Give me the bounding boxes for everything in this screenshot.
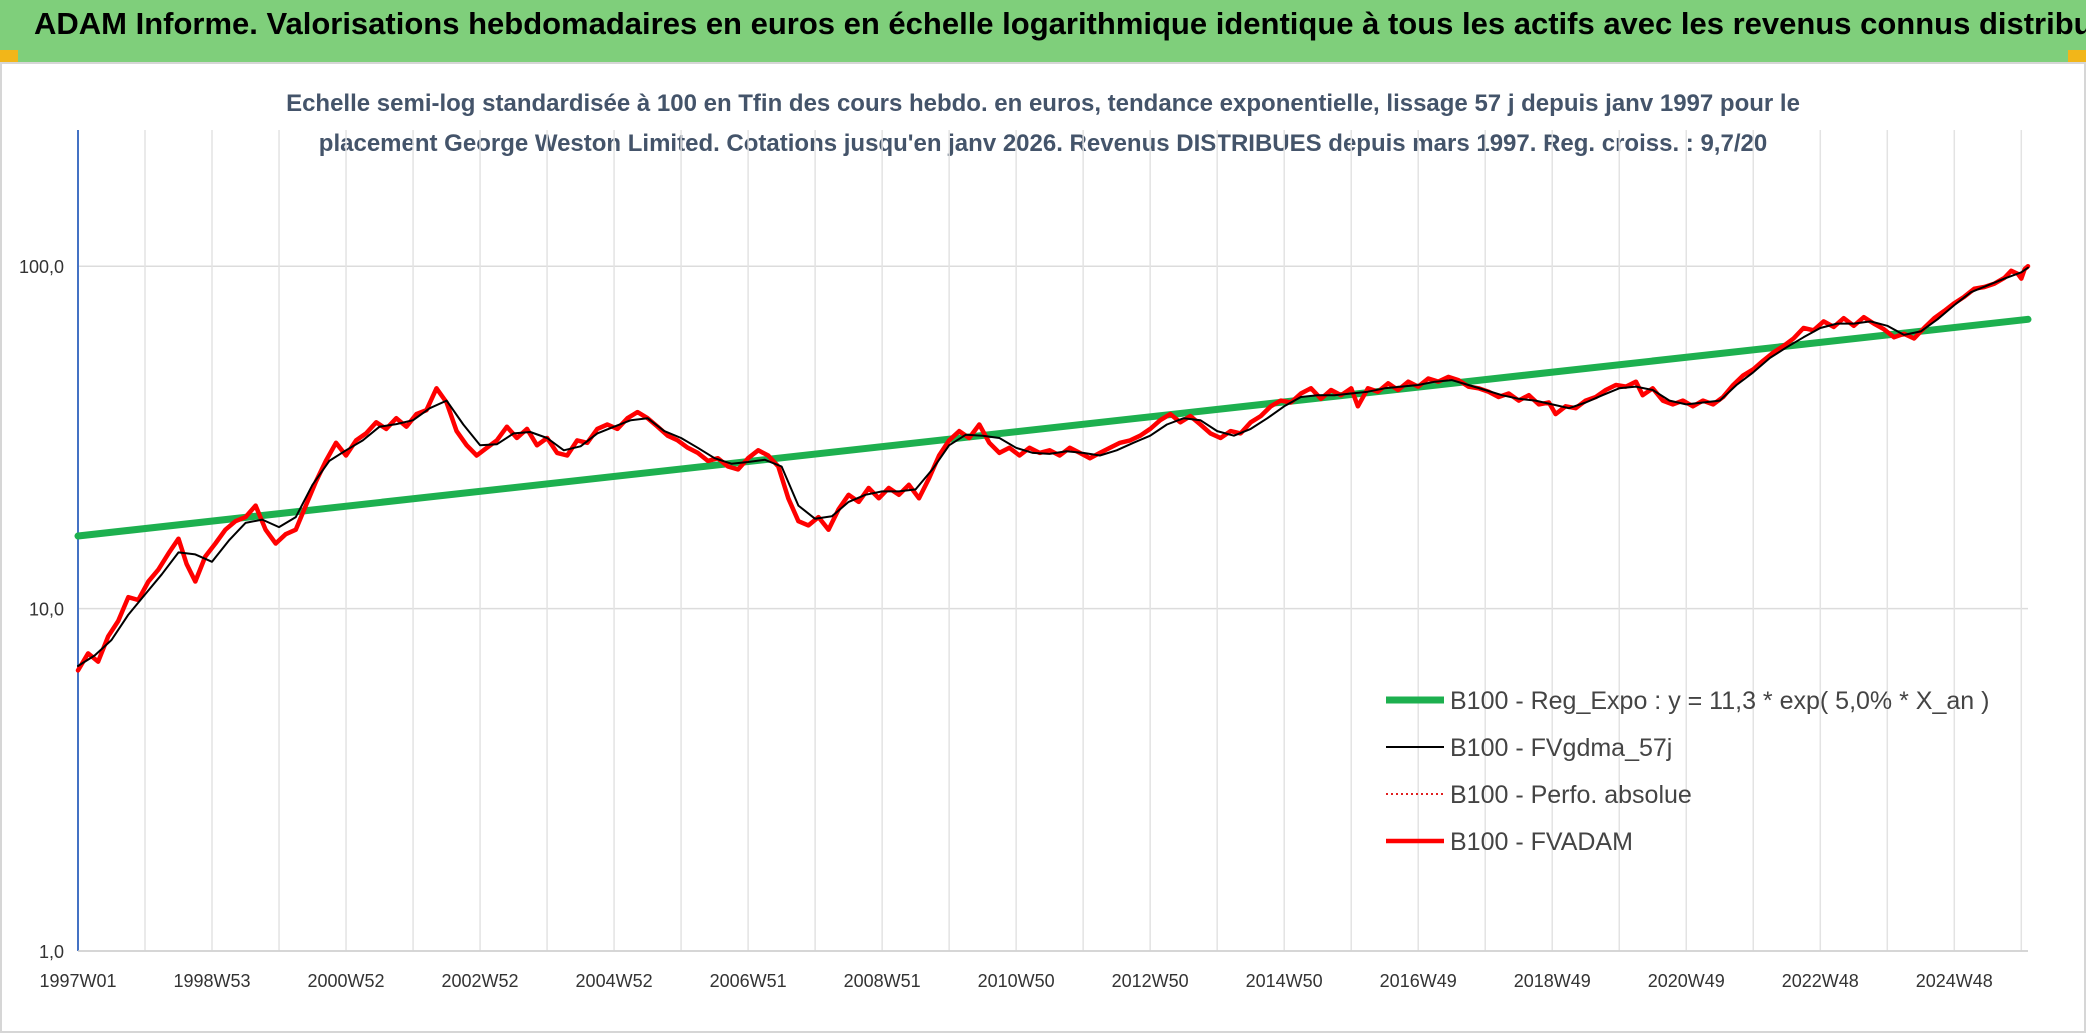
legend-label-2: B100 - Perfo. absolue (1450, 781, 1692, 809)
chart-subtitle-line-2: placement George Weston Limited. Cotatio… (318, 130, 1768, 157)
corner-marker-left (0, 50, 18, 62)
y-tick-label-0: 1,0 (39, 942, 64, 962)
x-tick-label-14: 2024W48 (1916, 971, 1993, 991)
x-tick-label-11: 2018W49 (1514, 971, 1591, 991)
y-tick-label-1: 10,0 (29, 600, 64, 620)
series-line-3 (75, 263, 2031, 673)
y-tick-label-2: 100,0 (19, 257, 64, 277)
report-header: ADAM Informe. Valorisations hebdomadaire… (0, 0, 2086, 62)
legend: B100 - Reg_Expo : y = 11,3 * exp( 5,0% *… (1386, 687, 1989, 856)
legend-label-3: B100 - FVADAM (1450, 828, 1633, 856)
axes: 1,0 10,0 100,0 1997W01 1998W53 2000W52 2002W52… (19, 130, 2028, 991)
grid (77, 130, 2028, 952)
series-line-1 (77, 266, 2029, 667)
chart-subtitle-line-1: Echelle semi-log standardisée à 100 en T… (286, 90, 1800, 117)
x-tick-label-4: 2004W52 (576, 971, 653, 991)
series-line-0 (74, 315, 2032, 540)
report-title: ADAM Informe. Valorisations hebdomadaire… (34, 6, 2086, 41)
x-tick-label-12: 2020W49 (1648, 971, 1725, 991)
x-tick-label-0: 1997W01 (39, 971, 116, 991)
x-tick-label-1: 1998W53 (173, 971, 250, 991)
x-tick-label-13: 2022W48 (1782, 971, 1859, 991)
x-tick-label-10: 2016W49 (1380, 971, 1457, 991)
series-lines (74, 263, 2032, 673)
legend-label-1: B100 - FVgdma_57j (1450, 734, 1672, 762)
x-tick-label-2: 2000W52 (308, 971, 385, 991)
chart-area (0, 62, 2086, 1033)
x-tick-label-3: 2002W52 (442, 971, 519, 991)
corner-marker-right (2068, 50, 2086, 62)
x-tick-label-7: 2010W50 (978, 971, 1055, 991)
x-tick-label-8: 2012W50 (1112, 971, 1189, 991)
x-tick-label-6: 2008W51 (844, 971, 921, 991)
x-tick-label-5: 2006W51 (710, 971, 787, 991)
x-tick-label-9: 2014W50 (1246, 971, 1323, 991)
legend-label-0: B100 - Reg_Expo : y = 11,3 * exp( 5,0% *… (1450, 687, 1989, 715)
